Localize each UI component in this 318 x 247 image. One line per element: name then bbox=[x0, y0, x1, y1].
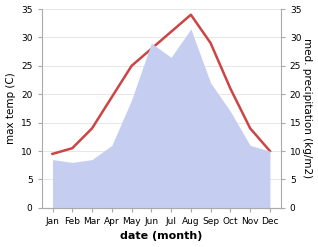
X-axis label: date (month): date (month) bbox=[120, 231, 203, 242]
Y-axis label: med. precipitation (kg/m2): med. precipitation (kg/m2) bbox=[302, 38, 313, 179]
Y-axis label: max temp (C): max temp (C) bbox=[5, 73, 16, 144]
